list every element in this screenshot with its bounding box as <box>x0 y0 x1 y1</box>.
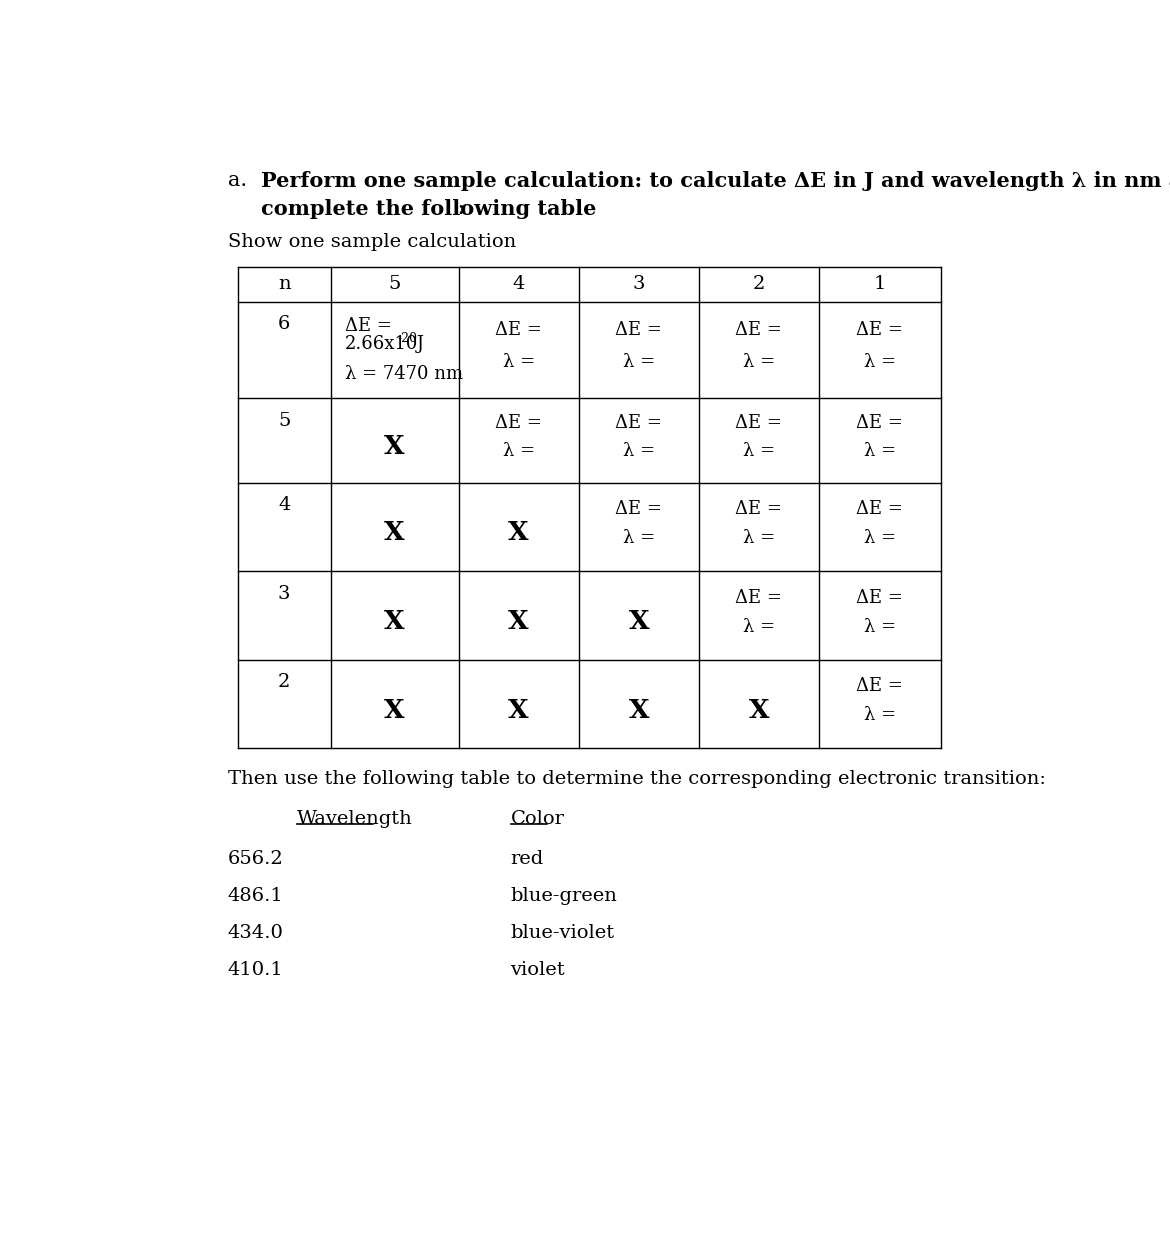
Text: X: X <box>508 697 529 723</box>
Text: :: : <box>450 199 464 219</box>
Text: ΔE =: ΔE = <box>495 321 542 340</box>
Text: X: X <box>508 610 529 634</box>
Text: Then use the following table to determine the corresponding electronic transitio: Then use the following table to determin… <box>228 769 1046 788</box>
Text: λ =: λ = <box>743 442 775 460</box>
Text: 4: 4 <box>278 496 290 515</box>
Text: ΔE =: ΔE = <box>736 588 783 607</box>
Text: λ =: λ = <box>863 442 896 460</box>
Text: a.: a. <box>228 171 247 190</box>
Text: 3: 3 <box>633 275 645 294</box>
Text: 5: 5 <box>388 275 401 294</box>
Text: 3: 3 <box>278 585 290 603</box>
Text: Color: Color <box>510 809 564 828</box>
Text: violet: violet <box>510 960 565 979</box>
Text: λ =: λ = <box>503 353 535 371</box>
Text: λ = 7470 nm: λ = 7470 nm <box>345 365 463 382</box>
Text: X: X <box>749 697 769 723</box>
Text: 410.1: 410.1 <box>228 960 283 979</box>
Text: red: red <box>510 849 544 868</box>
Text: X: X <box>384 697 405 723</box>
Text: 6: 6 <box>278 316 290 333</box>
Text: ΔE =: ΔE = <box>615 321 662 340</box>
Text: λ =: λ = <box>743 353 775 371</box>
Text: Show one sample calculation: Show one sample calculation <box>228 234 516 251</box>
Text: 1: 1 <box>874 275 886 294</box>
Text: ΔE =: ΔE = <box>736 415 783 432</box>
Text: X: X <box>628 697 649 723</box>
Text: complete the following table: complete the following table <box>261 199 597 219</box>
Text: 434.0: 434.0 <box>228 924 283 942</box>
Text: 2: 2 <box>752 275 765 294</box>
Text: ΔE =: ΔE = <box>856 677 903 696</box>
Text: λ =: λ = <box>743 618 775 636</box>
Text: ΔE =: ΔE = <box>736 500 783 518</box>
Text: λ =: λ = <box>743 530 775 547</box>
Text: λ =: λ = <box>863 353 896 371</box>
Text: X: X <box>628 610 649 634</box>
Text: 486.1: 486.1 <box>228 887 283 904</box>
Text: Wavelength: Wavelength <box>297 809 413 828</box>
Text: ΔE =: ΔE = <box>736 321 783 340</box>
Text: 2: 2 <box>278 673 290 692</box>
Text: ΔE =: ΔE = <box>615 415 662 432</box>
Text: blue-violet: blue-violet <box>510 924 614 942</box>
Text: λ =: λ = <box>503 442 535 460</box>
Text: 5: 5 <box>278 412 290 430</box>
Text: λ =: λ = <box>622 353 655 371</box>
Text: λ =: λ = <box>863 707 896 724</box>
Text: J: J <box>411 336 424 353</box>
Text: Perform one sample calculation: to calculate ΔE in J and wavelength λ in nm and: Perform one sample calculation: to calcu… <box>261 171 1170 191</box>
Text: n: n <box>278 275 290 294</box>
Text: blue-green: blue-green <box>510 887 618 904</box>
Text: X: X <box>384 433 405 458</box>
Text: ΔE =: ΔE = <box>345 317 392 335</box>
Text: λ =: λ = <box>622 530 655 547</box>
Text: -20: -20 <box>398 331 418 345</box>
Text: 2.66x10: 2.66x10 <box>345 336 418 353</box>
Text: 656.2: 656.2 <box>228 849 283 868</box>
Text: ΔE =: ΔE = <box>856 415 903 432</box>
Text: ΔE =: ΔE = <box>856 500 903 518</box>
Text: X: X <box>384 610 405 634</box>
Text: X: X <box>508 521 529 546</box>
Text: ΔE =: ΔE = <box>856 588 903 607</box>
Text: ΔE =: ΔE = <box>495 415 542 432</box>
Text: λ =: λ = <box>863 618 896 636</box>
Text: λ =: λ = <box>863 530 896 547</box>
Text: ΔE =: ΔE = <box>615 500 662 518</box>
Text: ΔE =: ΔE = <box>856 321 903 340</box>
Text: λ =: λ = <box>622 442 655 460</box>
Text: X: X <box>384 521 405 546</box>
Text: 4: 4 <box>512 275 525 294</box>
